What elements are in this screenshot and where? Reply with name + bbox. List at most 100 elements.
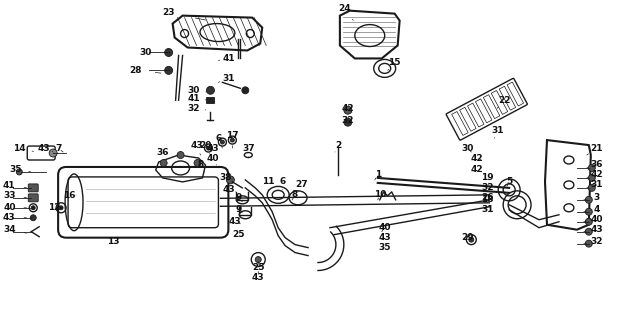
Text: 30: 30: [461, 144, 473, 153]
Text: 33: 33: [3, 191, 16, 200]
Circle shape: [206, 86, 215, 94]
Circle shape: [227, 176, 234, 184]
Text: 41: 41: [222, 54, 235, 63]
Text: 40: 40: [591, 215, 603, 224]
Text: 36: 36: [156, 148, 169, 156]
Text: 25: 25: [232, 230, 245, 239]
Circle shape: [586, 228, 593, 235]
Circle shape: [206, 146, 211, 150]
Text: 7: 7: [55, 144, 61, 153]
Circle shape: [586, 240, 593, 247]
Text: 43: 43: [190, 140, 203, 149]
Circle shape: [16, 169, 22, 175]
Circle shape: [230, 138, 234, 142]
Text: 43: 43: [591, 225, 603, 234]
Text: 10: 10: [374, 190, 386, 199]
Text: 4: 4: [594, 205, 600, 214]
Circle shape: [220, 140, 225, 144]
Text: 30: 30: [139, 48, 152, 57]
Text: 11: 11: [262, 177, 274, 187]
Text: 31: 31: [591, 180, 603, 189]
Circle shape: [344, 106, 352, 114]
Circle shape: [194, 159, 201, 166]
Text: 8: 8: [198, 160, 204, 170]
Text: 18: 18: [481, 195, 493, 204]
Text: 19: 19: [481, 173, 493, 182]
Circle shape: [344, 118, 352, 126]
Text: 24: 24: [339, 4, 351, 13]
Text: 30: 30: [187, 86, 200, 95]
Text: 16: 16: [63, 191, 75, 200]
Text: 42: 42: [471, 154, 483, 163]
Text: 32: 32: [341, 116, 354, 125]
Circle shape: [586, 218, 593, 225]
Text: 36: 36: [591, 160, 603, 170]
Text: 28: 28: [129, 66, 142, 75]
FancyBboxPatch shape: [28, 194, 38, 202]
Text: 15: 15: [389, 58, 401, 67]
Text: 13: 13: [107, 237, 119, 246]
Circle shape: [256, 257, 261, 262]
Circle shape: [59, 206, 63, 210]
Circle shape: [32, 206, 35, 210]
Text: 43: 43: [206, 144, 219, 153]
Text: 9: 9: [235, 205, 242, 214]
Circle shape: [469, 237, 474, 242]
Text: 12: 12: [48, 203, 61, 212]
Text: 8: 8: [292, 190, 298, 199]
Text: 41: 41: [187, 94, 200, 103]
Text: 32: 32: [187, 104, 200, 113]
Circle shape: [586, 196, 593, 203]
Text: 6: 6: [215, 133, 221, 143]
Text: 31: 31: [222, 74, 235, 83]
Circle shape: [588, 184, 595, 191]
Text: 37: 37: [242, 144, 254, 153]
Text: 1: 1: [375, 171, 381, 180]
Circle shape: [49, 149, 57, 157]
Text: 34: 34: [3, 225, 16, 234]
Text: 21: 21: [591, 144, 603, 153]
Text: 25: 25: [252, 263, 264, 272]
Text: 43: 43: [229, 217, 242, 226]
Text: 5: 5: [506, 177, 512, 187]
Text: 31: 31: [491, 126, 504, 135]
Circle shape: [160, 159, 167, 166]
Circle shape: [177, 152, 184, 158]
Text: 42: 42: [471, 165, 483, 174]
Text: 2: 2: [335, 140, 341, 149]
Text: 14: 14: [13, 144, 26, 153]
Text: 27: 27: [296, 180, 309, 189]
Text: 32: 32: [481, 183, 493, 192]
Circle shape: [586, 208, 593, 215]
FancyBboxPatch shape: [28, 184, 38, 192]
Text: 26: 26: [481, 193, 493, 202]
Text: 38: 38: [219, 173, 232, 182]
Text: 43: 43: [38, 144, 50, 153]
Text: 40: 40: [3, 203, 16, 212]
Text: 31: 31: [481, 205, 493, 214]
Text: 3: 3: [594, 193, 600, 202]
Text: 9: 9: [235, 193, 242, 202]
Circle shape: [588, 164, 595, 172]
Text: 40: 40: [379, 223, 391, 232]
Text: 35: 35: [9, 165, 21, 174]
Text: 35: 35: [379, 243, 391, 252]
Circle shape: [30, 215, 36, 221]
Text: 42: 42: [341, 104, 354, 113]
Text: 6: 6: [279, 177, 285, 187]
Circle shape: [165, 49, 173, 56]
Text: 23: 23: [162, 8, 175, 17]
Text: 20: 20: [199, 140, 211, 149]
Text: 41: 41: [3, 181, 16, 190]
Circle shape: [242, 87, 249, 94]
Text: 32: 32: [591, 237, 603, 246]
Text: 40: 40: [206, 154, 219, 163]
Circle shape: [588, 174, 595, 181]
FancyBboxPatch shape: [206, 97, 215, 103]
Text: 43: 43: [252, 273, 264, 282]
Text: 17: 17: [226, 131, 239, 140]
Text: 22: 22: [498, 96, 510, 105]
Text: 29: 29: [461, 233, 474, 242]
Circle shape: [165, 67, 173, 74]
Text: 43: 43: [379, 233, 391, 242]
